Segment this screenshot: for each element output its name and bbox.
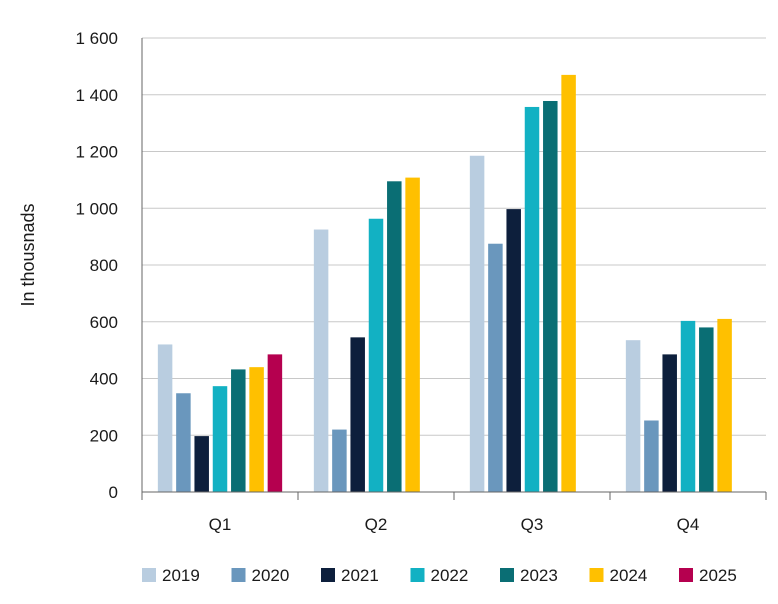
bar-2024-Q2 [405,177,420,493]
legend-swatch-2020 [231,568,246,582]
x-tick-label: Q1 [209,515,232,534]
legend-label: 2021 [341,566,379,585]
y-tick-label: 1 400 [75,86,118,105]
legend-label: 2023 [520,566,558,585]
y-tick-label: 1 200 [75,143,118,162]
bar-2019-Q4 [625,340,641,492]
bar-2023-Q4 [699,327,714,492]
legend-swatch-2021 [321,568,335,582]
x-tick-label: Q4 [677,515,700,534]
y-tick-label: 200 [90,426,118,445]
bar-2021-Q4 [662,354,677,492]
legend-label: 2019 [162,566,200,585]
legend-label: 2020 [252,566,290,585]
legend-swatch-2022 [410,568,425,582]
x-tick-label: Q2 [365,515,388,534]
bar-2022-Q4 [680,320,696,492]
y-tick-labels: 0 200 400 600 800 1 000 1 200 1 400 1 600 [75,29,118,502]
bar-2022-Q2 [368,218,384,492]
bars [157,74,732,493]
legend-label: 2022 [431,566,469,585]
y-tick-label: 800 [90,256,118,275]
bar-2023-Q1 [231,369,246,492]
bar-2022-Q1 [212,386,228,492]
bar-2025-Q1 [267,354,283,492]
x-tick-label: Q3 [521,515,544,534]
bar-2019-Q3 [469,155,485,492]
legend-swatch-2019 [142,568,156,582]
legend-label: 2025 [699,566,737,585]
bar-2021-Q1 [194,436,209,492]
bar-2022-Q3 [524,106,540,493]
bar-2020-Q4 [644,420,659,492]
y-tick-label: 0 [109,483,118,502]
bar-2021-Q3 [506,209,521,492]
bar-2024-Q4 [717,318,732,492]
axes [141,38,767,500]
bar-2019-Q2 [313,229,329,492]
bar-2020-Q3 [488,243,503,492]
legend: 2019 2020 2021 2022 2023 2024 2025 [142,566,737,585]
bar-2024-Q3 [561,74,576,492]
legend-label: 2024 [610,566,648,585]
legend-swatch-2024 [589,568,604,582]
bar-2024-Q1 [249,367,264,492]
y-tick-label: 400 [90,370,118,389]
bar-2020-Q1 [176,393,191,492]
y-tick-label: 600 [90,313,118,332]
gridlines [142,37,766,436]
y-axis-label: In thousnads [18,203,38,306]
legend-swatch-2025 [679,568,693,582]
bar-2023-Q2 [387,181,402,492]
legend-swatch-2023 [500,568,514,582]
y-tick-label: 1 000 [75,199,118,218]
bar-2020-Q2 [332,429,347,492]
bar-2021-Q2 [350,337,365,492]
x-tick-labels: Q1 Q2 Q3 Q4 [209,515,700,534]
bar-2019-Q1 [157,344,173,492]
bar-2023-Q3 [543,100,558,493]
y-tick-label: 1 600 [75,29,118,48]
